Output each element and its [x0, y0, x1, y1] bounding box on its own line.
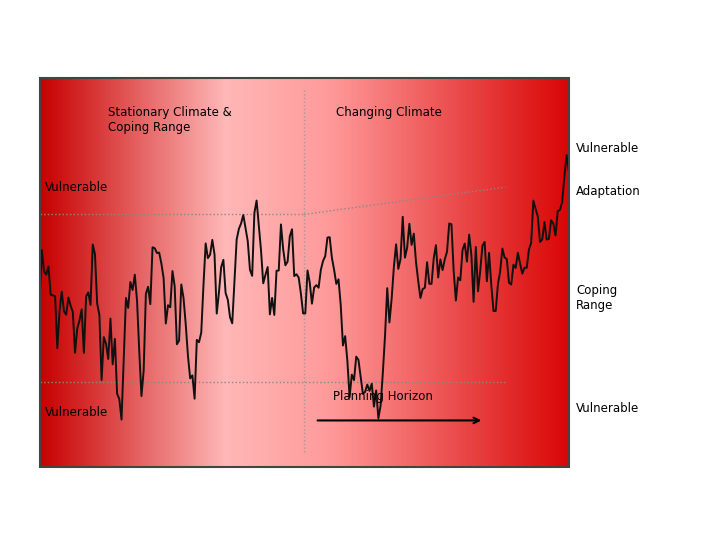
Text: IPCC: Climate Change 2007 - Impacts, adaptation & vulnerability (page 143): IPCC: Climate Change 2007 - Impacts, ada…: [68, 512, 652, 527]
Text: Vulnerable: Vulnerable: [576, 402, 639, 415]
Text: Future Vulnerability Thresholds: Future Vulnerability Thresholds: [37, 14, 683, 48]
Text: Vulnerable: Vulnerable: [45, 181, 108, 194]
Text: Vulnerable: Vulnerable: [576, 142, 639, 155]
Text: Adaptation: Adaptation: [576, 185, 641, 198]
Text: Planning Horizon: Planning Horizon: [333, 390, 433, 403]
Text: Stationary Climate &
Coping Range: Stationary Climate & Coping Range: [109, 105, 232, 133]
Text: Changing Climate: Changing Climate: [336, 105, 442, 118]
Text: Coping
Range: Coping Range: [576, 284, 617, 312]
Text: Vulnerable: Vulnerable: [45, 406, 108, 419]
